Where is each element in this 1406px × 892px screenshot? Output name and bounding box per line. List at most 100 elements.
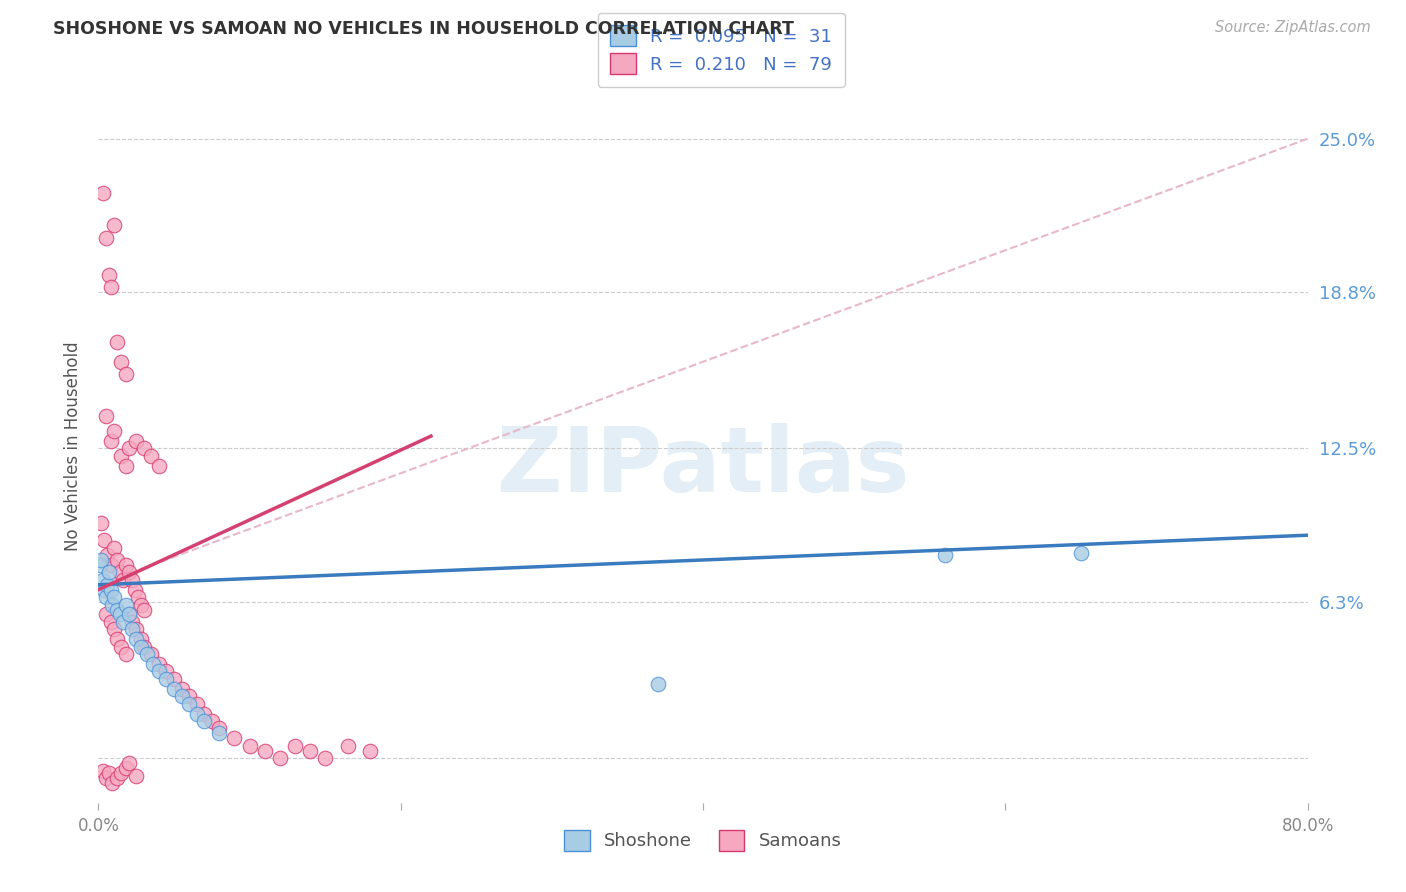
Point xyxy=(94,771,117,785)
Point xyxy=(125,632,148,647)
Point xyxy=(91,573,114,587)
Point xyxy=(94,607,117,622)
Point xyxy=(170,690,193,704)
Point xyxy=(299,744,322,758)
Point xyxy=(100,558,122,572)
Point xyxy=(148,665,170,679)
Point xyxy=(98,566,121,580)
Legend: Shoshone, Samoans: Shoshone, Samoans xyxy=(557,822,849,858)
Point xyxy=(239,739,262,753)
Point xyxy=(91,186,114,201)
Point xyxy=(201,714,224,728)
Point xyxy=(105,602,128,616)
Text: SHOSHONE VS SAMOAN NO VEHICLES IN HOUSEHOLD CORRELATION CHART: SHOSHONE VS SAMOAN NO VEHICLES IN HOUSEH… xyxy=(53,20,794,37)
Point xyxy=(114,558,136,572)
Point xyxy=(111,615,134,629)
Point xyxy=(360,744,382,758)
Point xyxy=(193,714,215,728)
Point xyxy=(336,739,359,753)
Point xyxy=(103,541,125,555)
Point xyxy=(186,706,208,721)
Point xyxy=(100,582,122,597)
Point xyxy=(208,726,231,740)
Point xyxy=(129,632,152,647)
Point xyxy=(142,657,165,671)
Point xyxy=(135,647,157,661)
Point xyxy=(94,231,117,245)
Point xyxy=(100,434,122,448)
Point xyxy=(114,598,136,612)
Point xyxy=(93,533,115,548)
Point xyxy=(114,367,136,381)
Point xyxy=(98,766,121,780)
Point xyxy=(934,548,956,562)
Point xyxy=(163,672,186,686)
Point xyxy=(96,548,118,562)
Point xyxy=(90,553,112,567)
Point xyxy=(103,590,125,604)
Point xyxy=(94,409,117,424)
Point xyxy=(114,647,136,661)
Point xyxy=(141,449,163,463)
Point xyxy=(118,607,141,622)
Point xyxy=(141,647,163,661)
Point xyxy=(129,598,152,612)
Text: ZIPatlas: ZIPatlas xyxy=(496,424,910,511)
Point xyxy=(148,458,170,473)
Point xyxy=(121,573,143,587)
Point xyxy=(114,458,136,473)
Point xyxy=(1070,545,1092,559)
Point xyxy=(108,607,131,622)
Point xyxy=(208,722,231,736)
Point xyxy=(253,744,276,758)
Point xyxy=(118,756,141,771)
Point xyxy=(110,355,132,369)
Point xyxy=(105,334,128,349)
Point xyxy=(121,623,143,637)
Point xyxy=(110,640,132,654)
Point xyxy=(110,449,132,463)
Point xyxy=(125,768,148,782)
Point xyxy=(96,578,118,592)
Point xyxy=(163,681,186,696)
Point xyxy=(155,672,177,686)
Point xyxy=(124,582,146,597)
Point xyxy=(100,280,122,294)
Point xyxy=(148,657,170,671)
Point xyxy=(118,607,141,622)
Point xyxy=(314,751,336,765)
Y-axis label: No Vehicles in Household: No Vehicles in Household xyxy=(63,341,82,551)
Point xyxy=(132,602,155,616)
Point xyxy=(170,681,193,696)
Point xyxy=(127,590,149,604)
Point xyxy=(125,434,148,448)
Point xyxy=(132,640,155,654)
Point xyxy=(89,558,111,572)
Point xyxy=(91,764,114,778)
Point xyxy=(101,598,124,612)
Point xyxy=(132,442,155,456)
Point xyxy=(155,665,177,679)
Point xyxy=(121,615,143,629)
Point xyxy=(105,553,128,567)
Point xyxy=(269,751,291,765)
Point xyxy=(129,640,152,654)
Point xyxy=(100,615,122,629)
Point xyxy=(647,677,669,691)
Point xyxy=(103,623,125,637)
Point xyxy=(193,706,215,721)
Point xyxy=(114,761,136,775)
Point xyxy=(118,566,141,580)
Point xyxy=(93,582,115,597)
Point xyxy=(90,516,112,530)
Point xyxy=(186,697,208,711)
Point xyxy=(105,771,128,785)
Point xyxy=(103,219,125,233)
Point xyxy=(111,573,134,587)
Point xyxy=(284,739,307,753)
Point xyxy=(179,690,201,704)
Point xyxy=(101,776,124,790)
Point xyxy=(98,268,121,282)
Text: Source: ZipAtlas.com: Source: ZipAtlas.com xyxy=(1215,20,1371,35)
Point xyxy=(224,731,246,746)
